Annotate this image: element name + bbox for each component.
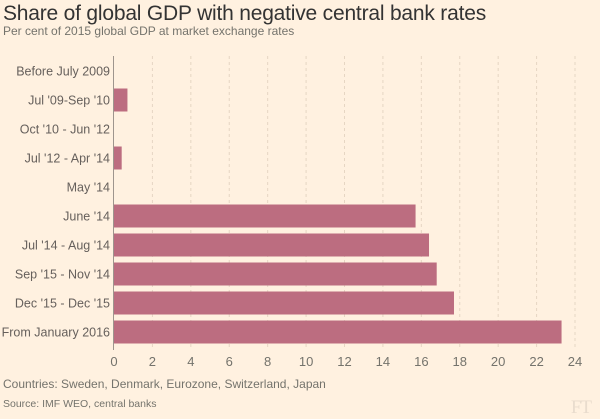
bar (114, 320, 562, 344)
category-label: Sep '15 - Nov '14 (15, 268, 110, 282)
category-label: June '14 (63, 210, 110, 224)
x-tick-label: 4 (187, 354, 194, 369)
x-tick-label: 20 (491, 354, 505, 369)
category-label: Dec '15 - Dec '15 (15, 297, 110, 311)
gridlines (151, 56, 576, 350)
category-label: Oct '10 - Jun '12 (20, 123, 110, 137)
bar (114, 146, 122, 170)
bar (114, 262, 437, 286)
category-label: Jul '12 - Apr '14 (25, 152, 110, 166)
x-tick-label: 0 (110, 354, 117, 369)
category-labels: Before July 2009 Jul '09-Sep '10 Oct '10 -… (2, 65, 110, 340)
bar (114, 291, 454, 315)
x-tick-label: 18 (453, 354, 467, 369)
x-tick-label: 12 (337, 354, 351, 369)
x-tick-label: 14 (376, 354, 390, 369)
chart-subtitle: Per cent of 2015 global GDP at market ex… (3, 24, 295, 38)
bar (114, 204, 416, 228)
x-tick-label: 8 (264, 354, 271, 369)
bar (114, 88, 128, 112)
chart-title: Share of global GDP with negative centra… (3, 2, 486, 25)
x-tick-label: 10 (299, 354, 313, 369)
category-label: Jul '09-Sep '10 (28, 94, 110, 108)
bar (114, 233, 430, 257)
x-tick-labels: 0 2 4 6 8 10 12 14 16 18 20 22 24 (110, 354, 582, 369)
ft-logo: FT (570, 397, 592, 418)
x-tick-label: 24 (568, 354, 582, 369)
x-tick-label: 2 (149, 354, 156, 369)
countries-note: Countries: Sweden, Denmark, Eurozone, Sw… (3, 377, 326, 391)
category-label: From January 2016 (2, 326, 110, 340)
x-tick-label: 16 (414, 354, 428, 369)
x-tick-label: 22 (529, 354, 543, 369)
source-note: Source: IMF WEO, central banks (3, 398, 157, 410)
x-tick-label: 6 (226, 354, 233, 369)
bars (114, 88, 562, 344)
category-label: May '14 (67, 181, 110, 195)
category-label: Jul '14 - Aug '14 (22, 239, 110, 253)
category-label: Before July 2009 (16, 65, 110, 79)
